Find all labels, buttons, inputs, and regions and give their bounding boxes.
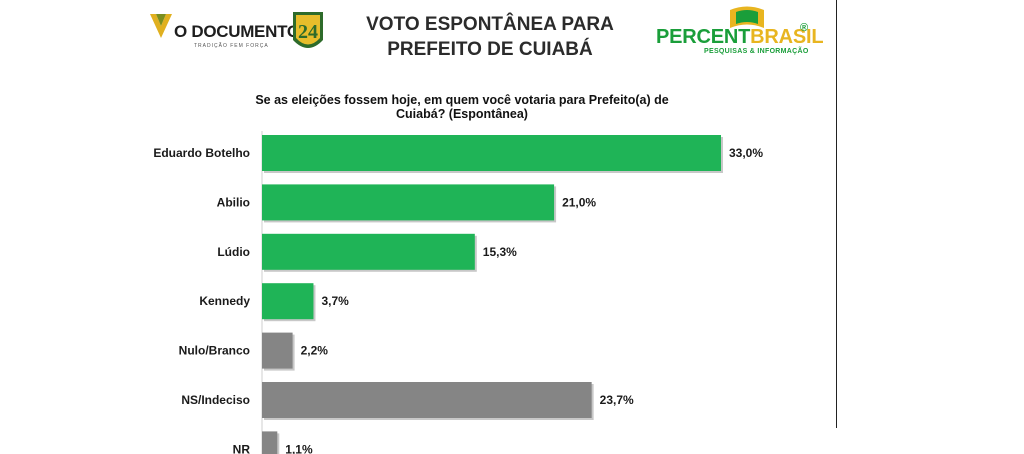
category-label: Nulo/Branco (179, 344, 250, 358)
value-label: 2,2% (301, 344, 329, 358)
bar (262, 332, 293, 369)
bar (262, 382, 592, 418)
title-line-1: VOTO ESPONTÂNEA PARA (366, 14, 614, 35)
anniversary-badge-number: 24 (298, 21, 318, 43)
page-title: VOTO ESPONTÂNEA PARA PREFEITO DE CUIABÁ (345, 12, 635, 62)
bar (262, 135, 721, 171)
category-label: NR (233, 442, 251, 454)
percent-brasil-subtitle: PESQUISAS & INFORMAÇÃO (704, 48, 809, 55)
value-label: 1,1% (285, 442, 313, 454)
category-label: Eduardo Botelho (153, 146, 250, 160)
percent-brasil-brand: PERCENTBRASIL (656, 26, 824, 49)
percent-brasil-logo: PERCENTBRASIL ® PESQUISAS & INFORMAÇÃO (656, 6, 824, 62)
survey-question: Se as eleições fossem hoje, em quem você… (255, 93, 669, 121)
category-label: Lúdio (217, 245, 250, 259)
flag-icon (730, 6, 764, 28)
o-documento-logo: O DOCUMENTO TRADIÇÃO FEM FORÇA 24 (150, 10, 325, 54)
value-label: 21,0% (562, 195, 596, 209)
value-label: 3,7% (321, 294, 349, 308)
value-label: 15,3% (483, 245, 517, 259)
value-label: 23,7% (600, 393, 634, 407)
category-label: Abilio (217, 195, 250, 209)
brand-part-percent: PERCENT (656, 26, 751, 48)
bar (262, 184, 555, 221)
title-line-2: PREFEITO DE CUIABÁ (387, 39, 593, 60)
registered-mark: ® (800, 22, 809, 34)
o-documento-tagline: TRADIÇÃO FEM FORÇA (194, 43, 269, 49)
bar (262, 431, 278, 454)
brand-part-brasil: BRASIL (750, 26, 824, 48)
category-label: Kennedy (199, 294, 250, 308)
o-documento-mark-icon (150, 14, 172, 38)
bar (262, 283, 314, 320)
right-divider-line (836, 0, 837, 428)
anniversary-badge-icon: 24 (293, 12, 323, 48)
o-documento-brand: O DOCUMENTO (174, 22, 300, 41)
category-label: NS/Indeciso (181, 393, 250, 407)
bar (262, 233, 475, 270)
value-label: 33,0% (729, 146, 763, 160)
